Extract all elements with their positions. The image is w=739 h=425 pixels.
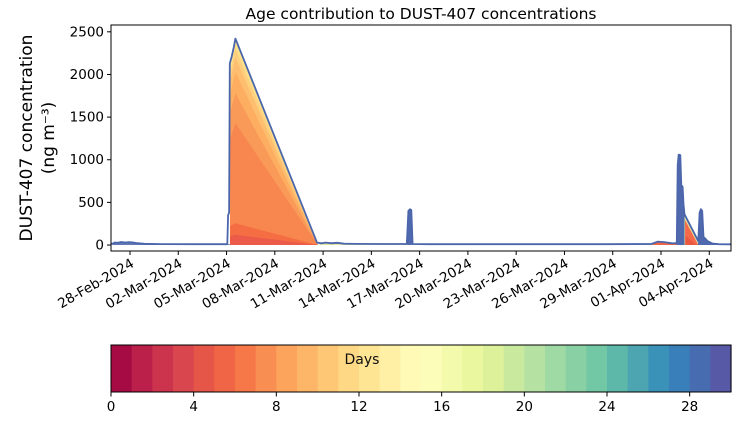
colorbar-segment (152, 345, 174, 392)
colorbar-segment (669, 345, 691, 392)
colorbar-segment (297, 345, 319, 392)
colorbar-segment (276, 345, 298, 392)
colorbar-tick-label: 16 (433, 399, 450, 415)
colorbar-segment (317, 345, 339, 392)
age-band-right-spike-1 (676, 155, 688, 245)
colorbar-segment (648, 345, 670, 392)
y-axis-label-line1: DUST-407 concentration (16, 34, 37, 242)
stacked-areas (111, 37, 731, 246)
colorbar-segment (379, 345, 401, 392)
colorbar-segment (400, 345, 422, 392)
colorbar-segment (607, 345, 629, 392)
y-tick-label: 2000 (70, 67, 104, 83)
colorbar-segment (111, 345, 133, 392)
colorbar-segment (524, 345, 546, 392)
age-band-right-bump (651, 242, 677, 245)
colorbar-segment (462, 345, 484, 392)
chart-title: Age contribution to DUST-407 concentrati… (245, 5, 597, 23)
colorbar-tick-label: 20 (516, 399, 533, 415)
colorbar-segment (173, 345, 195, 392)
colorbar-segment (193, 345, 215, 392)
colorbar-segment (586, 345, 608, 392)
y-tick-label: 500 (78, 195, 104, 211)
colorbar-segment (689, 345, 711, 392)
y-tick-label: 0 (95, 238, 104, 254)
age-band-main-age-7 (230, 123, 318, 245)
colorbar-segment (235, 345, 257, 392)
colorbar-tick-label: 0 (107, 399, 116, 415)
y-tick-label: 2500 (70, 24, 104, 40)
colorbar-segment (441, 345, 463, 392)
colorbar-tick-label: 24 (598, 399, 615, 415)
colorbar-tick-label: 4 (189, 399, 198, 415)
colorbar-tick-label: 12 (350, 399, 367, 415)
colorbar-tick-label: 28 (681, 399, 698, 415)
colorbar-segment (421, 345, 443, 392)
colorbar-segment (359, 345, 381, 392)
colorbar-frame (110, 344, 732, 393)
age-band-right-age-red (685, 235, 697, 245)
y-axis-label-line2: (ng m⁻³) (39, 101, 59, 175)
colorbar-segment (214, 345, 236, 392)
total-concentration-line (111, 37, 731, 246)
colorbar: 0 4 8 12 16 20 24 28 (107, 344, 732, 415)
colorbar-segment (565, 345, 587, 392)
colorbar-segment (710, 345, 732, 392)
age-band-right-spike-2 (698, 209, 721, 245)
y-tick-label: 1500 (70, 110, 104, 126)
plot-frame (110, 24, 732, 252)
y-axis-label: DUST-407 concentration (ng m⁻³) (16, 35, 60, 242)
colorbar-segment (545, 345, 567, 392)
age-band-main-age-5 (230, 234, 318, 245)
colorbar-segment (255, 345, 277, 392)
colorbar-segment (131, 345, 153, 392)
colorbar-segment (503, 345, 525, 392)
colorbar-tick-label: 8 (272, 399, 281, 415)
colorbar-label: Days (344, 352, 380, 368)
colorbar-segment (627, 345, 649, 392)
colorbar-segment (338, 345, 360, 392)
y-tick-label: 1000 (70, 152, 104, 168)
colorbar-segment (483, 345, 505, 392)
